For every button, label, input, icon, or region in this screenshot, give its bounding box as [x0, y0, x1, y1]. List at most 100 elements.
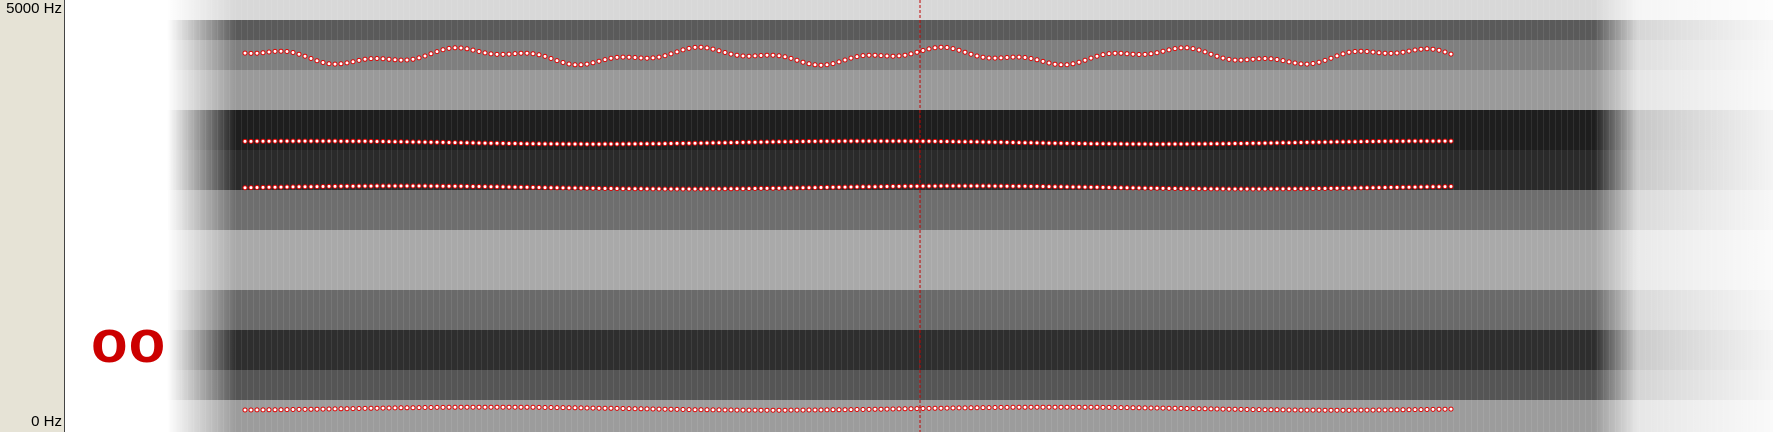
- formant-point-f2: [638, 186, 644, 192]
- formant-point-f3: [1334, 139, 1340, 145]
- formant-point-f1: [1040, 404, 1046, 410]
- formant-point-f1: [1424, 407, 1430, 412]
- spectrogram-canvas[interactable]: [65, 0, 1773, 432]
- formant-point-f4: [392, 57, 398, 63]
- formant-point-f1: [968, 405, 974, 411]
- formant-point-f1: [302, 406, 308, 412]
- formant-point-f3: [728, 140, 734, 146]
- formant-point-f1: [1022, 404, 1028, 410]
- formant-point-f1: [1100, 404, 1106, 410]
- formant-point-f2: [524, 184, 530, 190]
- formant-point-f2: [362, 183, 368, 189]
- formant-point-f4: [956, 47, 962, 53]
- formant-point-f1: [434, 404, 440, 410]
- formant-point-f2: [344, 183, 350, 189]
- formant-point-f1: [740, 407, 746, 413]
- formant-point-f4: [920, 48, 926, 53]
- formant-point-f4: [986, 55, 992, 61]
- formant-point-f2: [1016, 183, 1022, 189]
- formant-point-f4: [1340, 51, 1346, 57]
- formant-point-f4: [1436, 47, 1442, 53]
- formant-point-f2: [446, 183, 452, 189]
- spectrogram-panel[interactable]: oo: [64, 0, 1773, 432]
- formant-point-f3: [1184, 141, 1190, 147]
- formant-point-f1: [758, 407, 764, 413]
- formant-point-f1: [1244, 407, 1250, 412]
- formant-point-f4: [1334, 53, 1340, 59]
- formant-point-f4: [1430, 46, 1436, 52]
- formant-point-f2: [626, 186, 632, 192]
- formant-point-f1: [512, 404, 518, 410]
- formant-point-f3: [1328, 139, 1334, 145]
- formant-point-f2: [272, 184, 278, 190]
- formant-point-f2: [818, 185, 824, 190]
- formant-point-f2: [650, 186, 656, 192]
- formant-point-f2: [482, 184, 488, 190]
- formant-point-f4: [1022, 55, 1028, 60]
- formant-point-f3: [764, 139, 770, 145]
- formant-point-f2: [308, 184, 314, 190]
- formant-point-f1: [350, 406, 356, 412]
- formant-point-f3: [476, 140, 482, 146]
- formant-point-f1: [998, 404, 1004, 410]
- formant-point-f1: [500, 404, 506, 410]
- formant-point-f1: [260, 407, 266, 413]
- formant-point-f3: [686, 140, 692, 146]
- formant-point-f1: [1034, 404, 1040, 410]
- formant-point-f3: [410, 139, 416, 145]
- formant-point-f3: [1136, 141, 1142, 147]
- formant-point-f3: [872, 138, 878, 144]
- formant-point-f4: [482, 50, 488, 56]
- formant-point-f1: [728, 407, 734, 413]
- formant-point-f3: [440, 139, 446, 145]
- formant-point-f4: [518, 50, 524, 56]
- formant-point-f1: [368, 405, 374, 411]
- formant-point-f3: [404, 139, 410, 145]
- formant-point-f4: [824, 62, 830, 68]
- formant-point-f3: [1280, 140, 1286, 146]
- formant-point-f1: [404, 405, 410, 411]
- formant-point-f3: [716, 140, 722, 146]
- formant-point-f3: [596, 141, 602, 147]
- formant-point-f2: [470, 184, 476, 189]
- formant-point-f4: [428, 51, 434, 57]
- formant-point-f2: [386, 183, 392, 189]
- formant-point-f1: [548, 405, 554, 410]
- formant-point-f3: [452, 140, 458, 146]
- formant-point-f1: [788, 407, 794, 413]
- formant-point-f1: [1346, 407, 1352, 413]
- formant-point-f3: [1316, 139, 1322, 145]
- formant-point-f3: [1220, 141, 1226, 147]
- formant-point-f1: [578, 405, 584, 411]
- formant-point-f4: [1274, 57, 1280, 62]
- formant-point-f1: [914, 406, 920, 412]
- formant-point-f3: [1034, 140, 1040, 146]
- formant-point-f2: [1052, 184, 1058, 190]
- formant-point-f4: [578, 62, 584, 68]
- formant-point-f2: [560, 185, 566, 191]
- formant-point-f1: [428, 405, 434, 410]
- formant-point-f3: [1094, 141, 1100, 147]
- formant-point-f4: [1442, 49, 1448, 55]
- formant-point-f4: [1154, 50, 1160, 56]
- formant-point-f3: [1178, 141, 1184, 147]
- formant-point-f3: [1118, 141, 1124, 147]
- formant-point-f1: [842, 407, 848, 413]
- formant-point-f3: [662, 141, 668, 147]
- formant-point-f3: [470, 140, 476, 146]
- formant-point-f3: [1286, 140, 1292, 146]
- formant-point-f2: [584, 185, 590, 191]
- formant-point-f4: [884, 53, 890, 59]
- formant-point-f3: [344, 138, 350, 144]
- formant-point-f4: [902, 52, 908, 58]
- formant-point-f1: [572, 405, 578, 411]
- formant-point-f3: [1400, 138, 1406, 144]
- formant-point-f3: [1436, 138, 1442, 144]
- formant-point-f2: [1046, 184, 1052, 190]
- formant-point-f2: [1214, 186, 1220, 192]
- spectrogram-silence-fade: [65, 0, 1773, 432]
- formant-point-f2: [644, 186, 650, 192]
- formant-point-f2: [800, 185, 806, 191]
- formant-point-f4: [1364, 49, 1370, 54]
- formant-point-f4: [260, 50, 266, 56]
